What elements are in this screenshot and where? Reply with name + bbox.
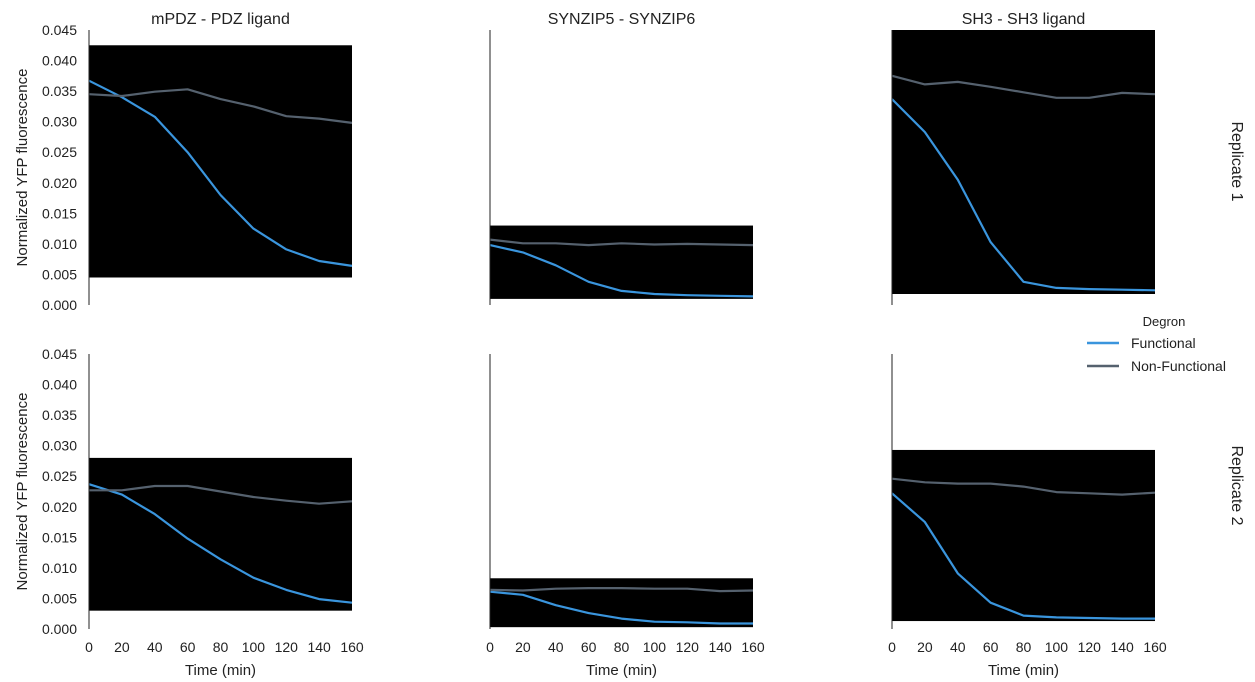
x-tick-label: 0 bbox=[486, 639, 494, 655]
x-axis-label: Time (min) bbox=[185, 662, 256, 679]
legend-title: Degron bbox=[1143, 314, 1186, 329]
panel-background bbox=[490, 225, 753, 299]
row-label: Replicate 1 bbox=[1228, 121, 1245, 201]
x-tick-label: 0 bbox=[85, 639, 93, 655]
series-line-functional bbox=[891, 98, 1156, 292]
legend: Degron Functional Non-Functional bbox=[1087, 314, 1226, 374]
y-tick-label: 0.040 bbox=[42, 53, 77, 69]
x-axis-label: Time (min) bbox=[988, 662, 1059, 679]
x-tick-label: 0 bbox=[888, 639, 896, 655]
series-line-functional bbox=[891, 492, 1155, 620]
series-line-functional bbox=[489, 590, 753, 625]
y-tick-label: 0.020 bbox=[42, 175, 77, 191]
x-tick-label: 160 bbox=[340, 639, 364, 655]
column-titles: mPDZ - PDZ ligand SYNZIP5 - SYNZIP6 SH3 - … bbox=[151, 11, 1085, 28]
column-title: SH3 - SH3 ligand bbox=[962, 11, 1086, 28]
legend-label: Functional bbox=[1131, 335, 1196, 351]
series-line-functional bbox=[489, 244, 754, 298]
x-tick-label: 100 bbox=[643, 639, 667, 655]
series-line-non-functional bbox=[89, 484, 353, 505]
panel-background bbox=[892, 449, 1155, 622]
y-tick-label: 0.045 bbox=[42, 346, 77, 362]
panel-background bbox=[89, 457, 352, 611]
x-tick-label: 20 bbox=[515, 639, 531, 655]
series-line-non-functional bbox=[489, 586, 754, 593]
x-tick-label: 120 bbox=[676, 639, 700, 655]
legend-label: Non-Functional bbox=[1131, 358, 1226, 374]
x-tick-label: 40 bbox=[950, 639, 966, 655]
x-tick-label: 60 bbox=[180, 639, 196, 655]
panel-background bbox=[490, 578, 753, 628]
y-tick-label: 0.005 bbox=[42, 590, 77, 606]
panels: 0.000 0.005 0.010 0.015 0.020 0.025 0.030 0.035… bbox=[42, 22, 1167, 655]
x-axis-labels: Time (min) Time (min) Time (min) bbox=[185, 662, 1059, 679]
column-title: mPDZ - PDZ ligand bbox=[151, 11, 290, 28]
y-tick-label: 0.005 bbox=[42, 266, 77, 282]
x-tick-label: 160 bbox=[1143, 639, 1167, 655]
y-axis-label: Normalized YFP fluorescence bbox=[14, 393, 31, 591]
y-tick-label: 0.030 bbox=[42, 114, 77, 130]
x-tick-label: 80 bbox=[614, 639, 630, 655]
x-tick-label: 60 bbox=[983, 639, 999, 655]
y-tick-label: 0.035 bbox=[42, 407, 77, 423]
series-line-functional bbox=[88, 483, 353, 604]
panel-background bbox=[89, 45, 352, 278]
x-tick-label: 120 bbox=[1078, 639, 1102, 655]
panel-r2-c2: 0 20 40 60 80 100 120 140 160 bbox=[486, 354, 765, 655]
y-tick-label: 0.015 bbox=[42, 529, 77, 545]
x-tick-label: 20 bbox=[114, 639, 130, 655]
y-tick-label: 0.000 bbox=[42, 621, 77, 637]
x-tick-label: 100 bbox=[1045, 639, 1069, 655]
y-axis-labels: Normalized YFP fluorescence Normalized YF… bbox=[14, 69, 31, 591]
row-labels: Replicate 1 Replicate 2 bbox=[1228, 121, 1245, 525]
panel-r2-c1: 0.000 0.005 0.010 0.015 0.020 0.025 0.030 0.035… bbox=[42, 346, 364, 655]
series-line-non-functional bbox=[489, 238, 754, 247]
x-tick-label: 140 bbox=[708, 639, 732, 655]
x-tick-label: 120 bbox=[275, 639, 299, 655]
series-line-non-functional bbox=[88, 88, 353, 124]
y-tick-label: 0.045 bbox=[42, 22, 77, 38]
y-tick-label: 0.035 bbox=[42, 83, 77, 99]
column-title: SYNZIP5 - SYNZIP6 bbox=[548, 11, 696, 28]
y-tick-label: 0.010 bbox=[42, 560, 77, 576]
y-tick-label: 0.030 bbox=[42, 438, 77, 454]
y-tick-label: 0.025 bbox=[42, 468, 77, 484]
x-tick-label: 100 bbox=[242, 639, 266, 655]
panel-r2-c3: 0 20 40 60 80 100 120 140 160 bbox=[888, 354, 1167, 655]
panel-r1-c1: 0.000 0.005 0.010 0.015 0.020 0.025 0.030 0.035… bbox=[42, 22, 353, 313]
panel-background bbox=[892, 30, 1155, 294]
x-tick-label: 80 bbox=[213, 639, 229, 655]
y-tick-label: 0.000 bbox=[42, 297, 77, 313]
x-tick-label: 40 bbox=[548, 639, 564, 655]
series-line-non-functional bbox=[891, 74, 1156, 99]
y-tick-label: 0.010 bbox=[42, 236, 77, 252]
x-tick-label: 160 bbox=[741, 639, 765, 655]
x-tick-label: 140 bbox=[307, 639, 331, 655]
panel-r1-c3 bbox=[891, 30, 1156, 305]
y-tick-label: 0.015 bbox=[42, 205, 77, 221]
x-axis-label: Time (min) bbox=[586, 662, 657, 679]
x-tick-label: 60 bbox=[581, 639, 597, 655]
y-tick-label: 0.020 bbox=[42, 499, 77, 515]
x-tick-label: 140 bbox=[1110, 639, 1134, 655]
series-line-functional bbox=[88, 79, 353, 267]
panel-r1-c2 bbox=[489, 30, 754, 305]
row-label: Replicate 2 bbox=[1228, 445, 1245, 525]
y-tick-label: 0.025 bbox=[42, 144, 77, 160]
y-axis-label: Normalized YFP fluorescence bbox=[14, 69, 31, 267]
x-tick-label: 40 bbox=[147, 639, 163, 655]
x-tick-label: 80 bbox=[1016, 639, 1032, 655]
x-tick-label: 20 bbox=[917, 639, 933, 655]
y-tick-label: 0.040 bbox=[42, 377, 77, 393]
series-line-non-functional bbox=[891, 477, 1156, 496]
